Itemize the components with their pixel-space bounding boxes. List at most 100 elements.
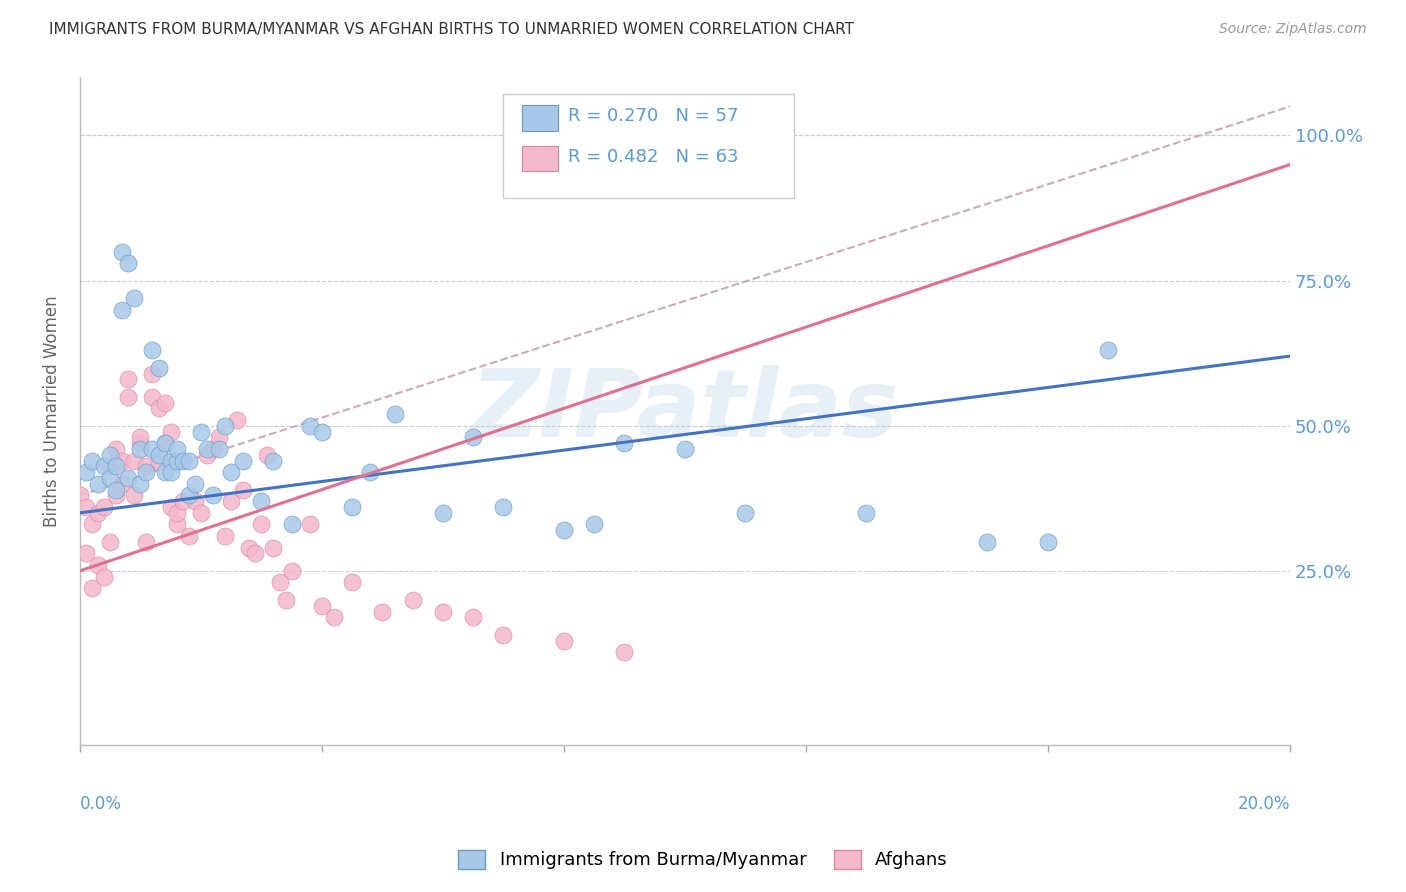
Text: IMMIGRANTS FROM BURMA/MYANMAR VS AFGHAN BIRTHS TO UNMARRIED WOMEN CORRELATION CH: IMMIGRANTS FROM BURMA/MYANMAR VS AFGHAN … xyxy=(49,22,855,37)
Point xyxy=(340,500,363,514)
Point xyxy=(141,390,163,404)
Point xyxy=(148,401,170,416)
Point xyxy=(280,564,302,578)
Point xyxy=(87,506,110,520)
Point xyxy=(159,500,181,514)
Point xyxy=(111,476,134,491)
Point xyxy=(463,430,485,444)
Point xyxy=(195,448,218,462)
Point xyxy=(214,529,236,543)
Point xyxy=(384,407,406,421)
Point xyxy=(129,436,152,450)
Point xyxy=(117,372,139,386)
Legend: Immigrants from Burma/Myanmar, Afghans: Immigrants from Burma/Myanmar, Afghans xyxy=(449,841,957,879)
Point xyxy=(135,465,157,479)
Point xyxy=(75,546,97,560)
Point xyxy=(117,390,139,404)
Point xyxy=(1036,534,1059,549)
Point xyxy=(201,442,224,456)
Point xyxy=(93,459,115,474)
Point xyxy=(855,506,877,520)
Point xyxy=(117,471,139,485)
Point xyxy=(80,453,103,467)
FancyBboxPatch shape xyxy=(522,105,558,131)
Point xyxy=(190,425,212,439)
Point xyxy=(98,471,121,485)
Point xyxy=(166,517,188,532)
Point xyxy=(129,476,152,491)
Point xyxy=(613,436,636,450)
Point xyxy=(98,534,121,549)
Point xyxy=(159,465,181,479)
Point xyxy=(432,605,454,619)
Point xyxy=(141,442,163,456)
Point xyxy=(184,476,207,491)
Point xyxy=(256,448,278,462)
Point xyxy=(298,418,321,433)
Point xyxy=(172,453,194,467)
Y-axis label: Births to Unmarried Women: Births to Unmarried Women xyxy=(44,295,60,527)
Point xyxy=(263,541,285,555)
Point xyxy=(148,360,170,375)
Point xyxy=(340,575,363,590)
Point xyxy=(153,436,176,450)
Point xyxy=(166,442,188,456)
Point xyxy=(208,430,231,444)
Point xyxy=(613,645,636,659)
Point xyxy=(226,413,249,427)
Point xyxy=(98,459,121,474)
Point xyxy=(135,459,157,474)
Point xyxy=(673,442,696,456)
Point xyxy=(195,442,218,456)
Point xyxy=(219,494,242,508)
Point xyxy=(463,610,485,624)
Text: 0.0%: 0.0% xyxy=(80,795,122,814)
Point xyxy=(311,425,333,439)
Point xyxy=(311,599,333,613)
Point xyxy=(250,494,273,508)
Point xyxy=(401,593,423,607)
Point xyxy=(153,395,176,409)
Point xyxy=(734,506,756,520)
Point xyxy=(135,534,157,549)
Point xyxy=(111,244,134,259)
Point xyxy=(129,430,152,444)
FancyBboxPatch shape xyxy=(522,145,558,171)
Point xyxy=(177,453,200,467)
Point xyxy=(184,494,207,508)
Point xyxy=(201,488,224,502)
Text: 20.0%: 20.0% xyxy=(1237,795,1291,814)
Point xyxy=(148,448,170,462)
Point xyxy=(232,453,254,467)
Point xyxy=(177,488,200,502)
Point xyxy=(105,483,128,497)
Point xyxy=(232,483,254,497)
Point xyxy=(141,343,163,358)
Point xyxy=(553,633,575,648)
Point xyxy=(153,465,176,479)
Point xyxy=(105,488,128,502)
Point xyxy=(105,442,128,456)
Point xyxy=(111,302,134,317)
Point xyxy=(323,610,346,624)
Point xyxy=(124,488,146,502)
Point xyxy=(75,465,97,479)
Point xyxy=(98,448,121,462)
Point xyxy=(359,465,381,479)
Point xyxy=(371,605,394,619)
Text: R = 0.270   N = 57: R = 0.270 N = 57 xyxy=(568,107,738,126)
Point xyxy=(117,256,139,270)
Point xyxy=(148,453,170,467)
Point xyxy=(269,575,291,590)
Point xyxy=(976,534,998,549)
Text: Source: ZipAtlas.com: Source: ZipAtlas.com xyxy=(1219,22,1367,37)
Point xyxy=(166,506,188,520)
Point xyxy=(583,517,606,532)
Point xyxy=(87,558,110,573)
Point xyxy=(432,506,454,520)
Point xyxy=(280,517,302,532)
Point xyxy=(80,517,103,532)
Point xyxy=(105,459,128,474)
Point xyxy=(1097,343,1119,358)
Point xyxy=(69,488,91,502)
